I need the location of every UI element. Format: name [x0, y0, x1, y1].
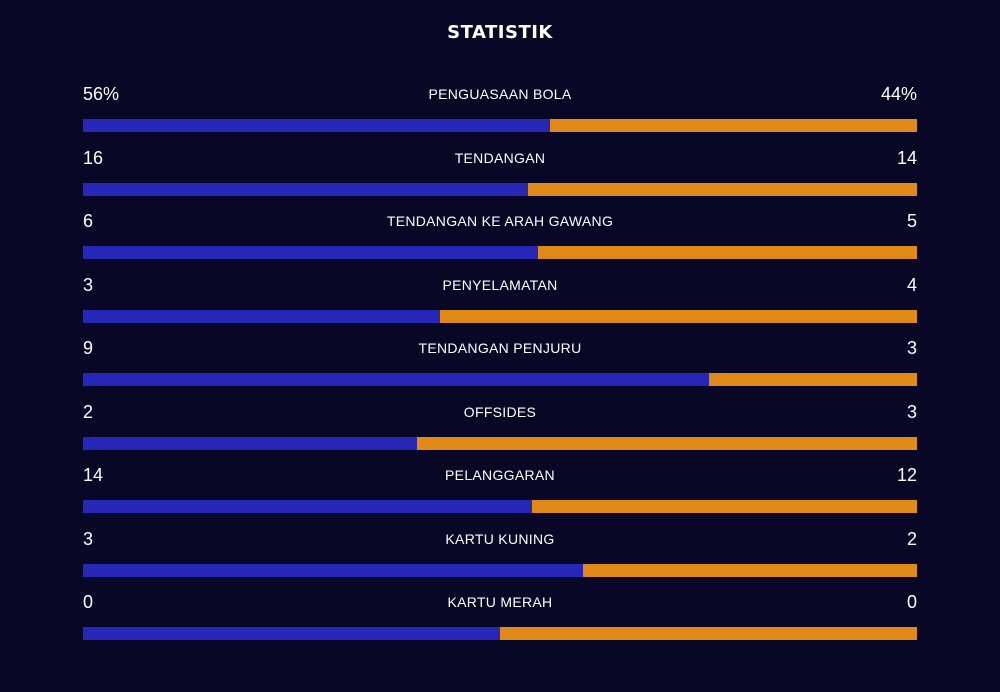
comparison-bar	[83, 627, 917, 640]
home-value: 3	[83, 274, 94, 295]
comparison-bar	[83, 182, 917, 196]
stat-row-shots: 16 TENDANGAN 14	[83, 144, 917, 208]
stat-row-offsides: 2 OFFSIDES 3	[83, 398, 917, 462]
home-bar-segment	[83, 246, 538, 259]
stat-row-shots-on-target: 6 TENDANGAN KE ARAH GAWANG 5	[83, 207, 917, 271]
away-value: 44%	[880, 84, 917, 104]
home-bar-segment	[83, 182, 528, 196]
stat-row-header: 6 TENDANGAN KE ARAH GAWANG 5	[83, 207, 917, 235]
stat-label: OFFSIDES	[463, 403, 537, 420]
away-bar-segment	[708, 373, 917, 386]
stat-row-header: 3 PENYELAMATAN 4	[83, 271, 917, 299]
comparison-bar	[83, 500, 917, 513]
away-bar-segment	[500, 627, 917, 640]
away-bar-segment	[527, 182, 917, 196]
stat-row-header: 56% PENGUASAAN BOLA 44%	[83, 80, 917, 108]
page-title: STATISTIK	[447, 22, 553, 43]
home-bar-segment	[83, 119, 551, 132]
away-bar-segment	[583, 563, 917, 577]
comparison-bar	[83, 246, 917, 259]
home-value: 6	[83, 211, 94, 231]
stat-row-fouls: 14 PELANGGARAN 12	[83, 461, 917, 525]
home-bar-segment	[83, 500, 533, 513]
home-value: 14	[83, 465, 104, 485]
home-bar-segment	[83, 309, 441, 323]
stat-label: KARTU KUNING	[445, 530, 555, 547]
comparison-bar	[83, 436, 917, 450]
home-value: 0	[83, 592, 94, 612]
stat-label: PENGUASAAN BOLA	[428, 86, 572, 102]
away-value: 3	[906, 401, 917, 422]
home-value: 16	[83, 147, 104, 168]
comparison-bar	[83, 563, 917, 577]
away-bar-segment	[537, 246, 917, 259]
away-value: 14	[896, 147, 917, 168]
stat-row-yellow-cards: 3 KARTU KUNING 2	[83, 525, 917, 589]
away-value: 4	[906, 274, 917, 295]
away-bar-segment	[416, 436, 917, 450]
home-bar-segment	[83, 563, 584, 577]
stat-row-header: 3 KARTU KUNING 2	[83, 525, 917, 553]
stat-row-header: 2 OFFSIDES 3	[83, 398, 917, 426]
stat-row-corners: 9 TENDANGAN PENJURU 3	[83, 334, 917, 398]
away-value: 12	[896, 465, 917, 485]
stat-label: PENYELAMATAN	[442, 276, 558, 293]
away-value: 5	[906, 211, 917, 231]
home-bar-segment	[83, 436, 417, 450]
stat-row-saves: 3 PENYELAMATAN 4	[83, 271, 917, 335]
home-value: 2	[83, 401, 94, 422]
home-value: 9	[83, 338, 94, 358]
home-value: 3	[83, 528, 94, 549]
away-bar-segment	[440, 309, 917, 323]
stat-label: KARTU MERAH	[447, 594, 553, 610]
stat-row-possession: 56% PENGUASAAN BOLA 44%	[83, 80, 917, 144]
comparison-bar	[83, 309, 917, 323]
away-bar-segment	[550, 119, 917, 132]
away-bar-segment	[532, 500, 917, 513]
stats-list: 56% PENGUASAAN BOLA 44% 16 TENDANGAN 14 …	[83, 80, 917, 652]
stat-label: TENDANGAN KE ARAH GAWANG	[386, 213, 614, 229]
home-bar-segment	[83, 373, 709, 386]
stat-row-header: 0 KARTU MERAH 0	[83, 588, 917, 616]
stat-row-red-cards: 0 KARTU MERAH 0	[83, 588, 917, 652]
comparison-bar	[83, 373, 917, 386]
stat-row-header: 9 TENDANGAN PENJURU 3	[83, 334, 917, 362]
away-value: 3	[906, 338, 917, 358]
stat-label: TENDANGAN	[454, 149, 546, 166]
comparison-bar	[83, 119, 917, 132]
stat-row-header: 16 TENDANGAN 14	[83, 144, 917, 172]
stat-label: PELANGGARAN	[445, 467, 555, 483]
stat-row-header: 14 PELANGGARAN 12	[83, 461, 917, 489]
home-bar-segment	[83, 627, 500, 640]
stat-label: TENDANGAN PENJURU	[418, 340, 582, 356]
away-value: 0	[906, 592, 917, 612]
away-value: 2	[906, 528, 917, 549]
home-value: 56%	[83, 84, 120, 104]
